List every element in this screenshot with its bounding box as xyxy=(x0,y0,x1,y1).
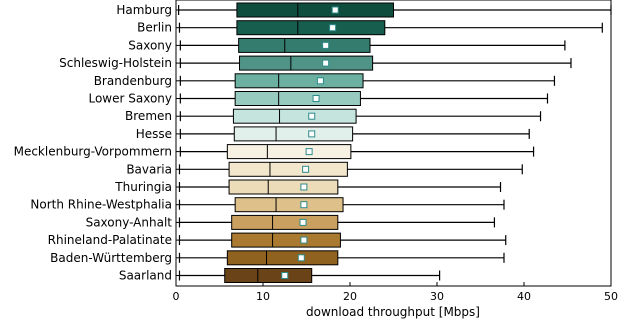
x-axis: 0 10 20 30 40 50 xyxy=(173,282,618,303)
category-label-hesse: Hesse xyxy=(136,127,172,141)
mean-marker xyxy=(308,130,316,138)
x-tick-label: 30 xyxy=(430,290,444,303)
box-iqr xyxy=(224,268,313,283)
category-label-rhineland-palatinate: Rhineland-Palatinate xyxy=(48,233,172,247)
x-tick-label: 10 xyxy=(256,290,270,303)
category-label-bremen: Bremen xyxy=(125,109,172,123)
box-iqr xyxy=(228,179,339,195)
box-iqr xyxy=(236,2,394,18)
box-iqr xyxy=(239,55,374,71)
box-thuringia xyxy=(178,179,502,195)
mean-marker xyxy=(300,201,308,209)
x-tick-label: 20 xyxy=(343,290,357,303)
category-label-lower-saxony: Lower Saxony xyxy=(88,92,172,106)
x-tick-label: 40 xyxy=(517,290,531,303)
category-label-saxony-anhalt: Saxony-Anhalt xyxy=(86,215,173,229)
box-bremen xyxy=(179,108,542,124)
box-saxony-anhalt xyxy=(178,214,496,230)
mean-marker xyxy=(322,41,330,49)
mean-marker xyxy=(312,95,320,102)
mean-marker xyxy=(300,183,308,191)
box-hesse xyxy=(179,126,530,142)
category-label-saxony: Saxony xyxy=(128,38,172,52)
mean-marker xyxy=(302,165,310,173)
box-iqr xyxy=(232,108,357,124)
box-iqr xyxy=(238,37,371,53)
box-iqr xyxy=(226,144,352,160)
box-mecklenburg-vorpommern xyxy=(179,144,535,160)
box-berlin xyxy=(178,20,603,36)
box-saarland xyxy=(178,268,441,283)
x-axis-label: download throughput [Mbps] xyxy=(306,305,480,319)
box-hamburg xyxy=(178,2,612,18)
mean-marker xyxy=(281,272,289,279)
box-bavaria xyxy=(178,161,523,177)
box-lower-saxony xyxy=(179,91,549,106)
box-saxony xyxy=(179,37,566,53)
category-label-baden-wurttemberg: Baden-Württemberg xyxy=(50,251,172,265)
box-brandenburg xyxy=(179,73,556,89)
category-label-schleswig-holstein: Schleswig-Holstein xyxy=(59,56,172,70)
category-label-saarland: Saarland xyxy=(119,269,172,283)
x-tick-label: 50 xyxy=(604,290,618,303)
category-label-thuringia: Thuringia xyxy=(114,180,172,194)
box-iqr xyxy=(226,250,339,266)
box-baden-wurttemberg xyxy=(178,250,505,266)
mean-marker xyxy=(331,6,339,14)
box-iqr xyxy=(231,214,339,230)
box-iqr xyxy=(234,73,364,89)
category-labels: Hamburg Berlin Saxony Schleswig-Holstein Bra… xyxy=(14,3,180,283)
category-label-north-rhine-westphalia: North Rhine-Westphalia xyxy=(30,198,172,212)
box-north-rhine-westphalia xyxy=(178,197,505,213)
box-schleswig-holstein xyxy=(179,55,572,71)
category-label-mecklenburg-vorpommern: Mecklenburg-Vorpommern xyxy=(14,145,172,159)
mean-marker xyxy=(322,59,330,67)
category-label-bavaria: Bavaria xyxy=(126,162,172,176)
box-iqr xyxy=(236,20,386,36)
box-iqr xyxy=(234,91,361,106)
box-group xyxy=(178,2,612,283)
mean-marker xyxy=(297,254,305,262)
mean-marker xyxy=(300,236,308,244)
category-label-brandenburg: Brandenburg xyxy=(94,74,172,88)
box-iqr xyxy=(228,161,348,177)
category-label-berlin: Berlin xyxy=(137,21,172,35)
mean-marker xyxy=(299,218,307,226)
mean-marker xyxy=(305,148,313,156)
box-iqr xyxy=(234,197,344,213)
x-tick-label: 0 xyxy=(173,290,180,303)
mean-marker xyxy=(308,112,316,120)
box-rhineland-palatinate xyxy=(178,232,507,248)
category-label-hamburg: Hamburg xyxy=(116,3,172,17)
box-iqr xyxy=(233,126,354,142)
mean-marker xyxy=(316,77,324,85)
plot-frame xyxy=(175,0,612,287)
mean-marker xyxy=(329,24,337,32)
box-iqr xyxy=(231,232,341,248)
